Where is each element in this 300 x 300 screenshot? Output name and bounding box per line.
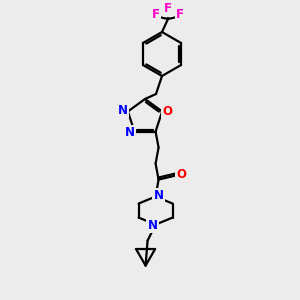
Text: F: F [152, 8, 160, 22]
Text: N: N [118, 104, 128, 117]
Text: N: N [148, 219, 158, 232]
Text: O: O [177, 168, 187, 181]
Text: F: F [164, 2, 172, 16]
Text: O: O [162, 105, 172, 118]
Text: N: N [154, 189, 164, 202]
Text: N: N [124, 126, 134, 139]
Text: F: F [176, 8, 184, 22]
